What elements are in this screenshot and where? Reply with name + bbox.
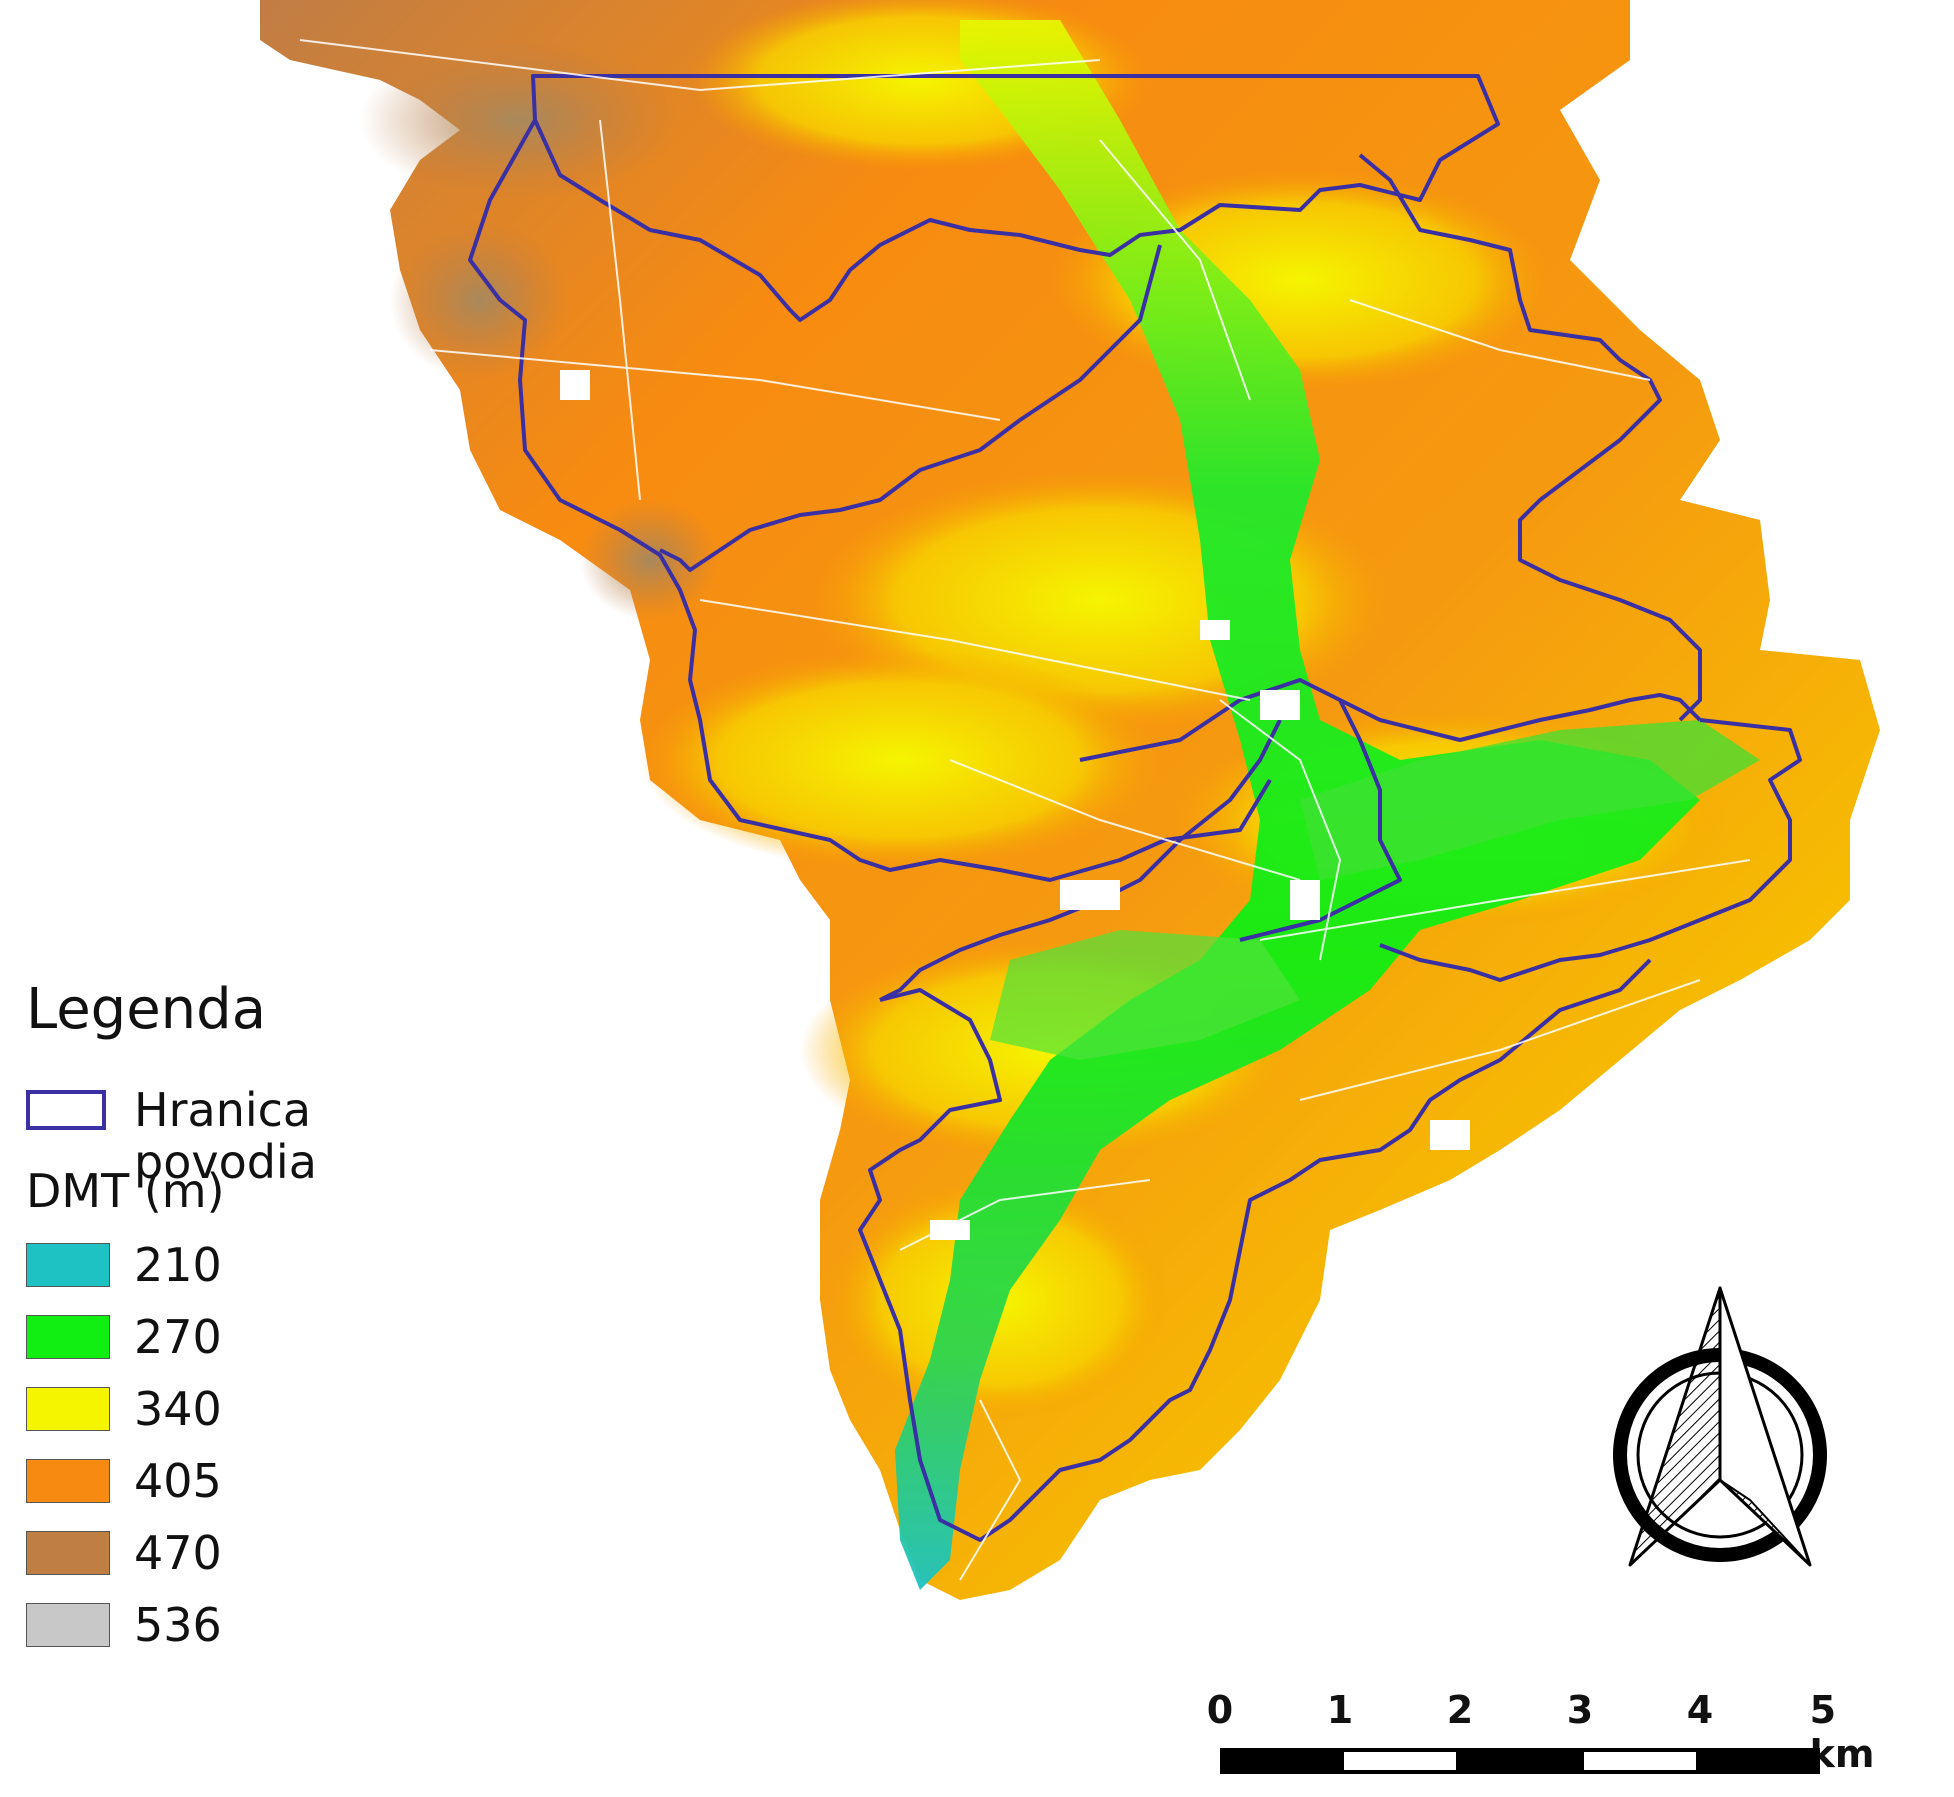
legend-value: 210	[134, 1238, 222, 1292]
color-swatch	[26, 1603, 110, 1647]
legend: Legenda Hranica povodia DMT (m) 210 270 …	[26, 975, 506, 1675]
highland-patch	[360, 40, 680, 200]
boundary-label: Hranica povodia	[134, 1083, 317, 1189]
slope-patch	[640, 650, 1160, 870]
scale-label: 2	[1446, 1688, 1474, 1732]
side-valley	[990, 930, 1300, 1060]
legend-item: 270	[26, 1311, 326, 1387]
legend-item: 470	[26, 1527, 326, 1603]
color-swatch	[26, 1243, 110, 1287]
dmt-title: DMT (m)	[26, 1164, 225, 1218]
north-arrow-icon	[1613, 1286, 1827, 1567]
color-swatch	[26, 1459, 110, 1503]
scale-label: 4	[1686, 1688, 1714, 1732]
scale-segment	[1220, 1748, 1340, 1774]
legend-boundary-entry: Hranica povodia	[26, 1080, 506, 1188]
legend-value: 340	[134, 1382, 222, 1436]
color-swatch	[26, 1315, 110, 1359]
scale-segment	[1700, 1748, 1820, 1774]
highland-patch	[580, 500, 720, 620]
scale-bar: 0 1 2 3 4 5 km	[1206, 1688, 1875, 1788]
scale-label: 3	[1566, 1688, 1594, 1732]
color-swatch	[26, 1387, 110, 1431]
legend-value: 536	[134, 1598, 222, 1652]
legend-item: 405	[26, 1455, 326, 1531]
legend-item: 536	[26, 1599, 326, 1675]
scale-segment	[1340, 1748, 1460, 1774]
scale-label: 5 km	[1809, 1688, 1875, 1776]
dmt-class-list: 210 270 340 405 470 536	[26, 1239, 326, 1675]
settlements	[560, 370, 1470, 1240]
scale-segment	[1580, 1748, 1700, 1774]
legend-item: 340	[26, 1383, 326, 1459]
road-network	[299, 39, 1751, 1581]
scale-label: 1	[1326, 1688, 1354, 1732]
legend-title: Legenda	[26, 977, 267, 1042]
scale-segment	[1460, 1748, 1580, 1774]
legend-item: 210	[26, 1239, 326, 1315]
highland-patch	[390, 220, 570, 380]
river-valley	[895, 20, 1700, 1590]
legend-value: 470	[134, 1526, 222, 1580]
legend-value: 405	[134, 1454, 222, 1508]
legend-value: 270	[134, 1310, 222, 1364]
color-swatch	[26, 1531, 110, 1575]
boundary-swatch	[26, 1090, 106, 1130]
scale-label: 0	[1206, 1688, 1234, 1732]
side-valley	[1300, 720, 1760, 880]
